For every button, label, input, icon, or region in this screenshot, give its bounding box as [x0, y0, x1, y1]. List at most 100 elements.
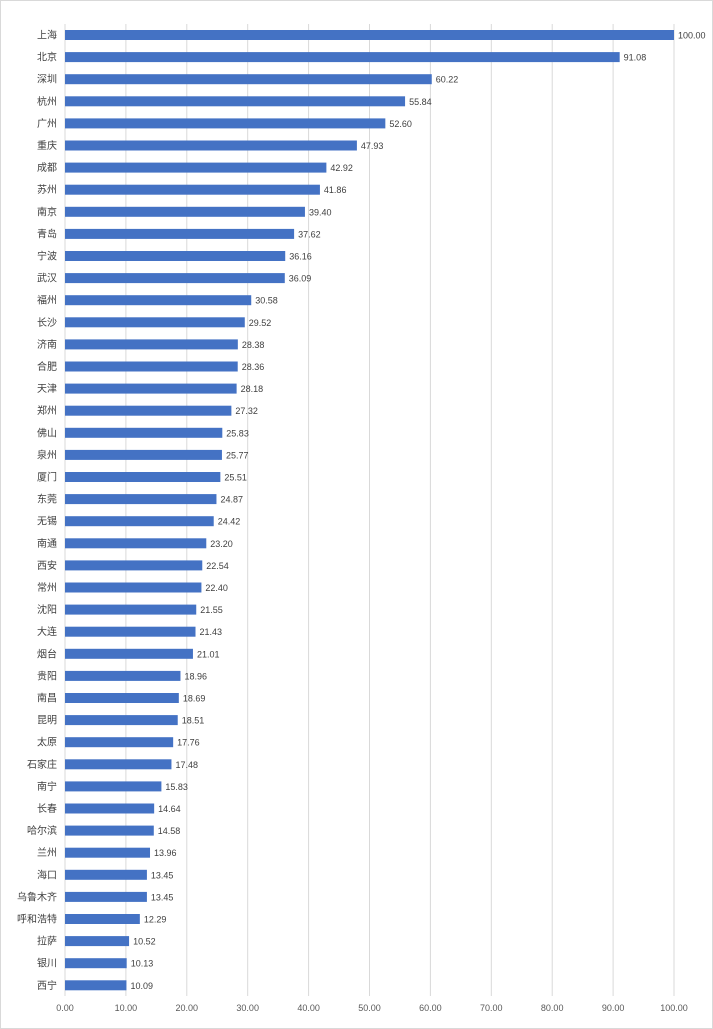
category-label: 拉萨: [37, 935, 57, 948]
category-label: 常州: [37, 581, 57, 594]
category-label: 呼和浩特: [17, 914, 57, 926]
bar: [65, 361, 238, 372]
bar: [65, 273, 285, 284]
value-label: 10.13: [131, 959, 154, 969]
category-label: 合肥: [37, 360, 57, 373]
value-label: 28.38: [242, 340, 265, 350]
value-label: 52.60: [389, 119, 412, 129]
value-label: 13.45: [151, 892, 174, 902]
x-tick-label: 10.00: [115, 1003, 138, 1013]
x-tick-label: 90.00: [602, 1003, 625, 1013]
value-label: 21.43: [200, 627, 223, 637]
bar: [65, 162, 327, 173]
bar: [65, 96, 406, 107]
category-label: 烟台: [37, 647, 57, 660]
category-labels: 上海北京深圳杭州广州重庆成都苏州南京青岛宁波武汉福州长沙济南合肥天津郑州佛山泉州…: [17, 29, 57, 992]
bar: [65, 693, 179, 703]
category-label: 昆明: [37, 715, 57, 727]
value-label: 30.58: [255, 296, 278, 306]
category-label: 哈尔滨: [27, 824, 57, 837]
bar: [65, 228, 295, 239]
bar: [65, 670, 181, 681]
value-label: 23.20: [210, 539, 233, 549]
category-label: 海口: [37, 868, 57, 881]
category-label: 银川: [37, 957, 57, 970]
x-tick-label: 0.00: [56, 1003, 74, 1013]
x-tick-label: 20.00: [176, 1003, 199, 1013]
bar: [65, 958, 127, 969]
value-label: 55.84: [409, 97, 432, 107]
value-label: 24.42: [218, 517, 241, 527]
bar: [65, 803, 155, 814]
category-label: 南宁: [37, 780, 57, 793]
value-label: 42.92: [330, 163, 353, 173]
bar: [65, 295, 252, 306]
category-label: 深圳: [37, 74, 57, 86]
category-label: 佛山: [37, 426, 57, 439]
x-tick-label: 60.00: [419, 1003, 442, 1013]
value-label: 21.55: [200, 605, 223, 615]
category-label: 东莞: [37, 493, 57, 506]
category-label: 无锡: [37, 515, 57, 528]
x-tick-label: 40.00: [297, 1003, 320, 1013]
category-label: 济南: [37, 338, 57, 351]
x-tick-label: 80.00: [541, 1003, 564, 1013]
bar: [65, 74, 432, 85]
bar: [65, 449, 222, 460]
bar: [65, 405, 232, 416]
x-tick-label: 70.00: [480, 1003, 503, 1013]
bar: [65, 914, 140, 924]
value-label: 17.48: [175, 760, 198, 770]
category-label: 南通: [37, 537, 57, 550]
category-label: 广州: [37, 118, 57, 130]
bar: [65, 140, 357, 151]
value-label: 10.52: [133, 937, 156, 947]
category-label: 乌鲁木齐: [17, 890, 57, 903]
bar: [65, 891, 147, 902]
category-label: 兰州: [37, 846, 57, 859]
value-label: 21.01: [197, 649, 220, 659]
bar: [65, 383, 237, 394]
value-label: 91.08: [624, 53, 647, 63]
value-label: 12.29: [144, 915, 167, 925]
category-label: 长沙: [37, 317, 57, 329]
value-label: 25.77: [226, 450, 249, 460]
value-label: 29.52: [249, 318, 272, 328]
category-label: 苏州: [37, 183, 57, 196]
category-label: 西安: [37, 559, 57, 572]
bar: [65, 472, 221, 482]
value-label: 14.64: [158, 804, 181, 814]
bar: [65, 427, 223, 438]
category-label: 青岛: [37, 227, 57, 240]
value-label: 60.22: [436, 75, 459, 85]
category-label: 武汉: [37, 272, 57, 285]
category-label: 太原: [37, 736, 57, 749]
category-label: 沈阳: [37, 603, 57, 616]
category-label: 天津: [37, 383, 57, 395]
value-label: 25.51: [224, 473, 247, 483]
category-label: 泉州: [37, 448, 57, 461]
value-label: 41.86: [324, 185, 347, 195]
value-label: 37.62: [298, 229, 321, 239]
x-tick-label: 100.00: [660, 1003, 688, 1013]
bar: [65, 516, 214, 527]
category-label: 郑州: [37, 404, 57, 417]
value-label: 36.09: [289, 274, 312, 284]
value-label: 14.58: [158, 826, 181, 836]
bar: [65, 980, 127, 991]
category-label: 福州: [37, 294, 57, 307]
bar: [65, 582, 202, 593]
bar: [65, 118, 386, 129]
bar: [65, 847, 151, 858]
bar: [65, 604, 197, 615]
value-label: 18.96: [184, 671, 207, 681]
bar: [65, 317, 245, 328]
category-label: 上海: [37, 29, 57, 42]
bar: [65, 869, 147, 880]
bar: [65, 538, 207, 549]
category-label: 长春: [37, 803, 57, 815]
category-label: 南京: [37, 205, 57, 218]
bar: [65, 206, 305, 217]
value-label: 27.32: [235, 406, 258, 416]
